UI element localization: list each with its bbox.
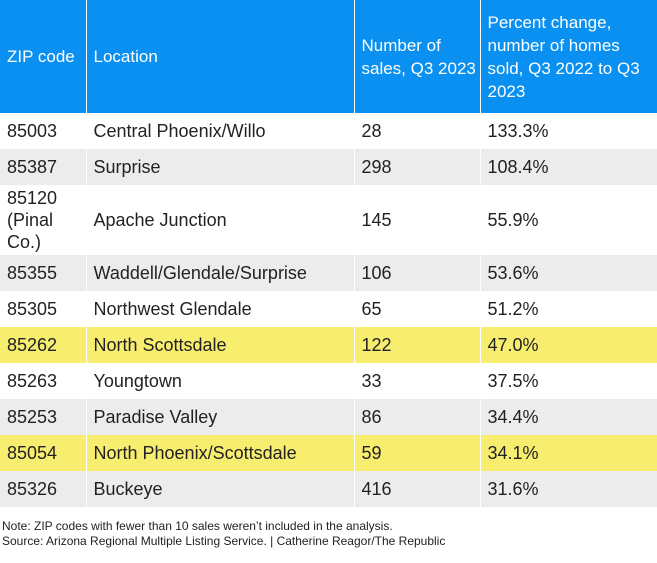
location-cell: North Phoenix/Scottsdale	[85, 435, 354, 471]
location-cell: Apache Junction	[85, 185, 354, 255]
percent-change-cell: 47.0%	[479, 327, 657, 363]
zip-cell: 85262	[0, 327, 86, 363]
table-row: 85305 Northwest Glendale 65 51.2%	[0, 291, 657, 327]
zip-cell: 85253	[0, 399, 86, 435]
percent-change-cell: 31.6%	[479, 471, 657, 507]
location-cell: Buckeye	[85, 471, 354, 507]
percent-change-cell: 34.1%	[479, 435, 657, 471]
table-row: 85387 Surprise 298 108.4%	[0, 149, 657, 185]
sales-cell: 86	[353, 399, 480, 435]
zip-cell: 85326	[0, 471, 86, 507]
sales-cell: 122	[353, 327, 480, 363]
data-table-container: ZIP code Location Number of sales, Q3 20…	[0, 0, 657, 549]
header-zip-code: ZIP code	[0, 0, 86, 113]
sales-cell: 33	[353, 363, 480, 399]
location-cell: Youngtown	[85, 363, 354, 399]
location-cell: Northwest Glendale	[85, 291, 354, 327]
table-row: 85263 Youngtown 33 37.5%	[0, 363, 657, 399]
zip-cell: 85305	[0, 291, 86, 327]
sales-cell: 298	[353, 149, 480, 185]
sales-cell: 28	[353, 113, 480, 149]
table-header-row: ZIP code Location Number of sales, Q3 20…	[0, 0, 657, 113]
percent-change-cell: 37.5%	[479, 363, 657, 399]
table-row: 85262 North Scottsdale 122 47.0%	[0, 327, 657, 363]
location-cell: North Scottsdale	[85, 327, 354, 363]
location-cell: Surprise	[85, 149, 354, 185]
percent-change-cell: 108.4%	[479, 149, 657, 185]
table-row: 85253 Paradise Valley 86 34.4%	[0, 399, 657, 435]
zip-cell: 85003	[0, 113, 86, 149]
table-row: 85120 (Pinal Co.) Apache Junction 145 55.9%	[0, 185, 657, 255]
sales-cell: 145	[353, 185, 480, 255]
zip-cell: 85054	[0, 435, 86, 471]
location-cell: Paradise Valley	[85, 399, 354, 435]
zip-cell: 85387	[0, 149, 86, 185]
percent-change-cell: 34.4%	[479, 399, 657, 435]
table-notes: Note: ZIP codes with fewer than 10 sales…	[0, 507, 657, 549]
sales-cell: 416	[353, 471, 480, 507]
sales-cell: 59	[353, 435, 480, 471]
percent-change-cell: 53.6%	[479, 255, 657, 291]
header-location: Location	[85, 0, 354, 113]
table-row: 85003 Central Phoenix/Willo 28 133.3%	[0, 113, 657, 149]
zip-cell: 85263	[0, 363, 86, 399]
table-row: 85355 Waddell/Glendale/Surprise 106 53.6%	[0, 255, 657, 291]
header-number-of-sales: Number of sales, Q3 2023	[353, 0, 480, 113]
table-row: 85054 North Phoenix/Scottsdale 59 34.1%	[0, 435, 657, 471]
sales-cell: 106	[353, 255, 480, 291]
header-percent-change: Percent change, number of homes sold, Q3…	[479, 0, 657, 113]
percent-change-cell: 55.9%	[479, 185, 657, 255]
source-text: Source: Arizona Regional Multiple Listin…	[2, 534, 446, 548]
percent-change-cell: 133.3%	[479, 113, 657, 149]
location-cell: Waddell/Glendale/Surprise	[85, 255, 354, 291]
zip-cell: 85120 (Pinal Co.)	[0, 185, 86, 255]
table-row: 85326 Buckeye 416 31.6%	[0, 471, 657, 507]
percent-change-cell: 51.2%	[479, 291, 657, 327]
home-sales-table: ZIP code Location Number of sales, Q3 20…	[0, 0, 657, 507]
sales-cell: 65	[353, 291, 480, 327]
note-text: Note: ZIP codes with fewer than 10 sales…	[2, 519, 393, 533]
zip-cell: 85355	[0, 255, 86, 291]
location-cell: Central Phoenix/Willo	[85, 113, 354, 149]
